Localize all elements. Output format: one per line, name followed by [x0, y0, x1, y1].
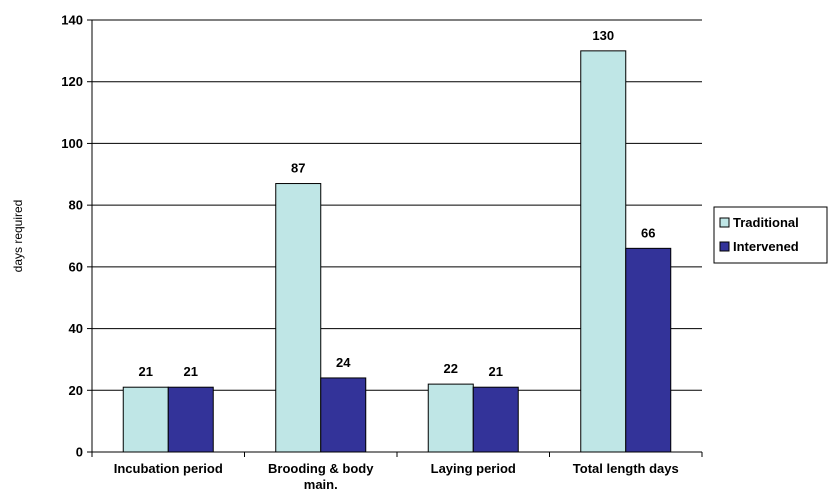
legend-label: Intervened: [733, 239, 799, 254]
bar-traditional: [580, 50, 627, 453]
data-label: 21: [489, 364, 503, 379]
legend-swatch-traditional: [719, 217, 730, 228]
y-tick-label: 80: [69, 198, 83, 213]
data-label: 21: [184, 364, 198, 379]
bar-traditional: [122, 386, 169, 453]
x-tick-label: Incubation period: [114, 461, 223, 476]
bar-intervened: [472, 386, 519, 453]
bar-traditional: [275, 183, 322, 453]
data-label: 21: [139, 364, 153, 379]
bar-intervened: [167, 386, 214, 453]
data-labels: 21 21 87 24 22 21 130 66: [139, 28, 656, 379]
x-tick-label: Total length days: [573, 461, 679, 476]
y-tick-label: 100: [61, 136, 83, 151]
x-tick-label: Brooding & body: [268, 461, 374, 476]
legend-swatch-intervened: [719, 241, 730, 252]
y-tick-label: 40: [69, 321, 83, 336]
x-tick-label: Laying period: [431, 461, 516, 476]
legend-label: Traditional: [733, 215, 799, 230]
bar-traditional: [427, 383, 474, 453]
bars: [122, 50, 672, 453]
legend: Traditional Intervened: [713, 206, 828, 264]
x-tick-label: main.: [304, 477, 338, 492]
bar-intervened: [625, 247, 672, 453]
data-label: 87: [291, 161, 305, 176]
y-tick-label: 0: [76, 445, 83, 460]
legend-box: [713, 206, 828, 264]
y-tick-label: 140: [61, 13, 83, 28]
gridlines: [92, 19, 702, 391]
axes: days required 0 20 40 60 80 100 120 140 Incubati…: [11, 13, 703, 492]
y-tick-label: 60: [69, 259, 83, 274]
data-label: 66: [641, 225, 655, 240]
data-label: 130: [592, 28, 614, 43]
data-label: 22: [444, 361, 458, 376]
data-label: 24: [336, 355, 351, 370]
y-axis-title: days required: [11, 200, 25, 273]
y-tick-label: 120: [61, 74, 83, 89]
y-tick-label: 20: [69, 383, 83, 398]
bar-intervened: [320, 377, 367, 453]
